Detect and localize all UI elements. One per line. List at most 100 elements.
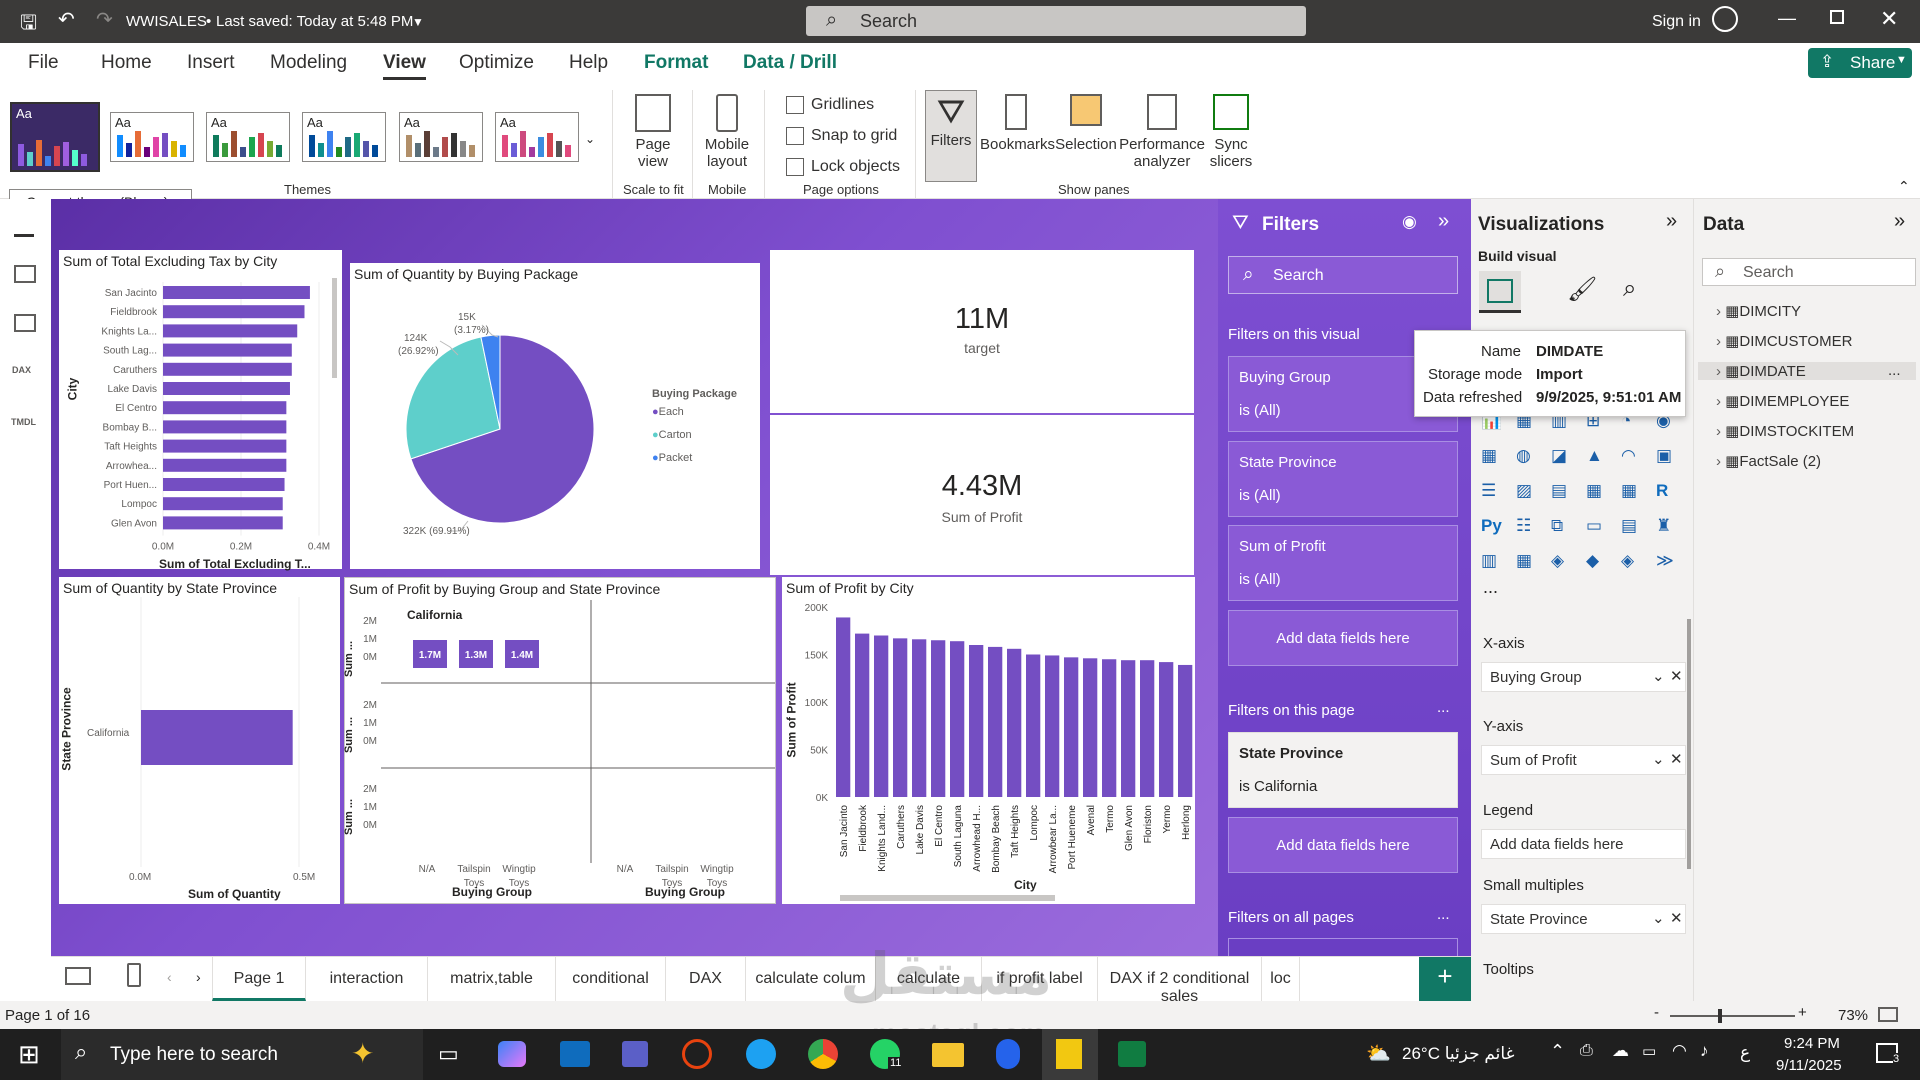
- lock-objects-checkbox[interactable]: Lock objects: [786, 158, 900, 176]
- chrome-icon[interactable]: [808, 1039, 838, 1069]
- filter-card-page-state[interactable]: State Province is California: [1228, 732, 1458, 808]
- card-profit[interactable]: 4.43M Sum of Profit: [770, 415, 1194, 575]
- tab-insert[interactable]: Insert: [187, 52, 235, 73]
- visual-profit-group-state[interactable]: Sum of Profit by Buying Group and State …: [343, 577, 776, 904]
- filter-card-sum-of-profit[interactable]: Sum of Profit is (All): [1228, 525, 1458, 601]
- wifi-icon[interactable]: ◠: [1672, 1041, 1687, 1060]
- page-view-button[interactable]: Page view: [628, 94, 678, 170]
- small-multiples-field[interactable]: State Province ⌄ ✕: [1481, 904, 1686, 934]
- visual-type-icon[interactable]: ▨: [1516, 481, 1533, 500]
- tray-icon[interactable]: ⎙: [1580, 1042, 1593, 1059]
- desktop-view-icon[interactable]: [65, 967, 91, 985]
- sign-in-link[interactable]: Sign in: [1652, 13, 1701, 30]
- visual-type-icon[interactable]: ◈: [1621, 551, 1635, 570]
- remove-field-icon[interactable]: ✕: [1670, 751, 1683, 768]
- dax-query-view-icon[interactable]: DAX: [12, 365, 32, 375]
- build-visual-tab[interactable]: [1479, 271, 1521, 313]
- collapse-pane-icon[interactable]: »: [1438, 210, 1450, 232]
- search-input[interactable]: ⌕ Search: [806, 6, 1306, 36]
- card-target[interactable]: 11M target: [770, 250, 1194, 413]
- visual-tax-by-city[interactable]: Sum of Total Excluding Tax by City City …: [59, 250, 342, 571]
- visual-type-icon[interactable]: ◆: [1586, 551, 1600, 570]
- task-view-icon[interactable]: ▭: [438, 1041, 459, 1066]
- analytics-icon[interactable]: ⌕: [1623, 275, 1637, 302]
- more-options-icon[interactable]: ...: [1437, 699, 1450, 716]
- gridlines-checkbox[interactable]: Gridlines: [786, 96, 874, 114]
- outlook-icon[interactable]: [560, 1041, 590, 1067]
- more-visuals-icon[interactable]: ...: [1483, 577, 1499, 597]
- share-button[interactable]: ⇪ Share ▼: [1808, 48, 1912, 78]
- table-dimstockitem[interactable]: › ▦DIMSTOCKITEM: [1716, 423, 1855, 440]
- chevron-down-icon[interactable]: ⌄: [1652, 668, 1665, 685]
- visual-type-icon[interactable]: ▭: [1586, 516, 1603, 535]
- mobile-layout-button[interactable]: Mobile layout: [700, 94, 754, 170]
- scrollbar[interactable]: [332, 278, 337, 378]
- theme-swatch[interactable]: Aa: [206, 112, 290, 162]
- theme-swatch[interactable]: Aa: [10, 102, 100, 172]
- chevron-down-icon[interactable]: ▼: [412, 15, 424, 29]
- next-page-icon[interactable]: ›: [196, 969, 201, 985]
- zoom-thumb[interactable]: [1717, 1009, 1722, 1023]
- legend-field[interactable]: Add data fields here: [1481, 829, 1686, 859]
- tab-modeling[interactable]: Modeling: [270, 52, 348, 73]
- tab-optimize[interactable]: Optimize: [459, 52, 534, 73]
- visual-type-icon[interactable]: ☷: [1516, 516, 1532, 535]
- visual-qty-by-state[interactable]: Sum of Quantity by State Province State …: [59, 577, 340, 904]
- visual-type-icon[interactable]: ▤: [1621, 516, 1638, 535]
- add-page-button[interactable]: +: [1419, 957, 1471, 1001]
- mobile-view-icon[interactable]: [127, 963, 141, 987]
- performance-analyzer-button[interactable]: Performance analyzer: [1118, 94, 1206, 170]
- tab-data-drill[interactable]: Data / Drill: [743, 52, 837, 73]
- visual-type-icon[interactable]: ▦: [1586, 481, 1603, 500]
- taskbar-search[interactable]: ⌕ Type here to search ✦: [61, 1029, 423, 1080]
- remove-field-icon[interactable]: ✕: [1670, 668, 1683, 685]
- snap-to-grid-checkbox[interactable]: Snap to grid: [786, 127, 897, 145]
- visual-type-icon[interactable]: ◔: [1621, 411, 1632, 430]
- page-tab[interactable]: DAX: [666, 957, 746, 1001]
- account-icon[interactable]: [1712, 6, 1738, 32]
- page-tab[interactable]: interaction: [306, 957, 428, 1001]
- page-tab[interactable]: Page 1: [212, 957, 306, 1001]
- visual-type-icon[interactable]: ▣: [1656, 446, 1673, 465]
- scrollbar[interactable]: [840, 895, 1055, 901]
- page-tab[interactable]: DAX if 2 conditional sales: [1098, 957, 1262, 1005]
- table-dimemployee[interactable]: › ▦DIMEMPLOYEE: [1716, 393, 1850, 410]
- add-data-fields-visual[interactable]: Add data fields here: [1228, 610, 1458, 666]
- visual-type-icon[interactable]: ▦: [1481, 446, 1498, 465]
- volume-icon[interactable]: ♪: [1700, 1041, 1709, 1060]
- theme-swatch[interactable]: Aa: [110, 112, 194, 162]
- visual-type-icon[interactable]: ◍: [1516, 446, 1531, 465]
- legend-item[interactable]: ●Packet: [652, 452, 693, 464]
- add-data-fields-page[interactable]: Add data fields here: [1228, 817, 1458, 873]
- language-indicator[interactable]: ع: [1740, 1043, 1751, 1062]
- undo-icon[interactable]: ↶: [58, 9, 75, 31]
- theme-swatch[interactable]: Aa: [302, 112, 386, 162]
- legend-item[interactable]: ●Carton: [652, 429, 692, 441]
- windows-start-icon[interactable]: ⊞: [18, 1039, 40, 1069]
- power-bi-icon[interactable]: [1056, 1039, 1082, 1069]
- close-icon[interactable]: ✕: [1880, 6, 1899, 31]
- clock-date[interactable]: 9/11/2025: [1776, 1057, 1842, 1074]
- report-view-icon[interactable]: [14, 219, 34, 237]
- tab-help[interactable]: Help: [569, 52, 609, 73]
- redo-icon[interactable]: ↷: [96, 9, 113, 31]
- saved-status[interactable]: Last saved: Today at 5:48 PM: [216, 13, 414, 30]
- excel-icon[interactable]: [1118, 1041, 1146, 1067]
- battery-icon[interactable]: ▭: [1642, 1043, 1657, 1060]
- visual-type-icon[interactable]: ▲: [1586, 446, 1603, 465]
- visual-type-icon[interactable]: ▦: [1621, 481, 1638, 500]
- clock-time[interactable]: 9:24 PM: [1784, 1035, 1840, 1052]
- chevron-down-icon[interactable]: ⌄: [1652, 910, 1665, 927]
- tab-view[interactable]: View: [383, 52, 426, 80]
- visual-type-icon[interactable]: Py: [1481, 516, 1502, 535]
- bookmarks-pane-button[interactable]: Bookmarks: [980, 94, 1055, 153]
- x-axis-field[interactable]: Buying Group ⌄ ✕: [1481, 662, 1686, 692]
- table-factsale[interactable]: › ▦FactSale (2): [1716, 453, 1822, 470]
- theme-swatch[interactable]: Aa: [399, 112, 483, 162]
- tmdl-view-icon[interactable]: TMDL: [11, 417, 36, 427]
- chevron-up-icon[interactable]: ⌃: [1550, 1041, 1566, 1061]
- visual-type-icon[interactable]: ☰: [1481, 481, 1497, 500]
- themes-more-icon[interactable]: ⌄: [585, 132, 596, 146]
- tab-home[interactable]: Home: [101, 52, 152, 73]
- filters-search-input[interactable]: ⌕ Search: [1228, 256, 1458, 294]
